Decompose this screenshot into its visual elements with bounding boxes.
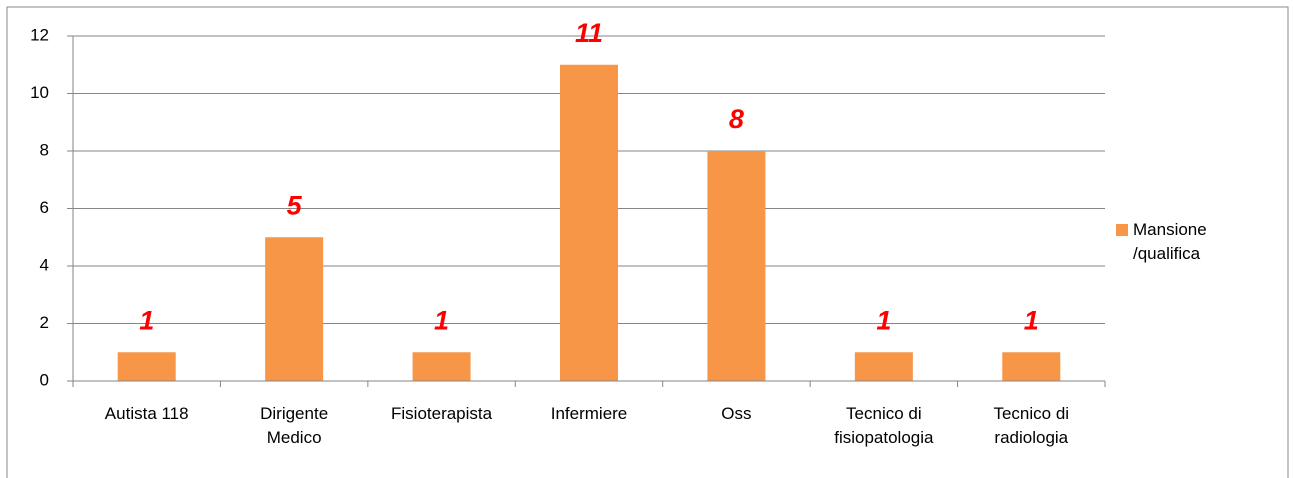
- y-tick-label: 4: [40, 255, 49, 274]
- value-label: 8: [729, 104, 744, 134]
- y-tick-label: 2: [40, 313, 49, 332]
- x-tick-label: Tecnico di fisiopatologia: [834, 404, 934, 447]
- bar: [1002, 352, 1061, 381]
- bar: [707, 151, 766, 381]
- value-label: 1: [139, 305, 154, 335]
- bar: [560, 64, 618, 381]
- legend-swatch: [1116, 224, 1128, 236]
- y-tick-label: 0: [40, 370, 49, 389]
- bar: [854, 352, 913, 381]
- x-tick-label: Tecnico di radiologia: [993, 404, 1070, 447]
- y-tick-label: 8: [40, 140, 49, 159]
- value-label: 5: [287, 190, 303, 220]
- y-tick-label: 12: [30, 25, 49, 44]
- value-label: 1: [1024, 305, 1039, 335]
- bar: [265, 237, 324, 381]
- chart-frame: [6, 6, 1289, 478]
- value-label: 11: [575, 18, 603, 48]
- x-tick-label: Infermiere: [550, 404, 628, 423]
- value-label: 1: [434, 305, 449, 335]
- x-tick-label: Autista 118: [104, 404, 189, 423]
- value-label: 1: [876, 305, 891, 335]
- x-tick-label: Fisioterapista: [391, 404, 493, 423]
- legend-label: Mansione /qualifica: [1133, 220, 1207, 263]
- y-tick-label: 10: [30, 83, 49, 102]
- x-tick-label: Oss: [721, 404, 752, 423]
- y-tick-label: 6: [40, 198, 49, 217]
- x-tick-label: Dirigente Medico: [260, 404, 329, 447]
- bar: [117, 352, 176, 381]
- bar: [412, 352, 471, 381]
